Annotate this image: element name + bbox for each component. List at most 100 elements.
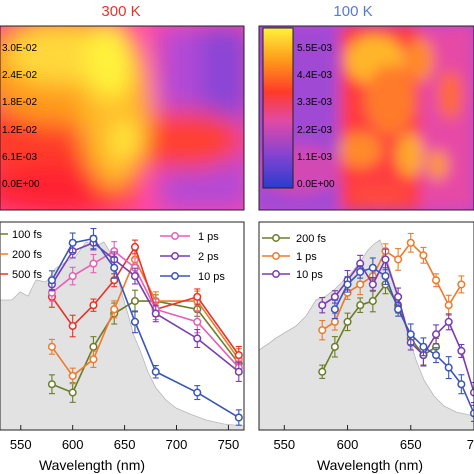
heatmap-100k: 5.5E-03 4.4E-03 3.3E-03 2.2E-03 1.1E-03 …: [259, 26, 474, 210]
data-point: [193, 334, 202, 343]
legend-100k: 200 fs 1 ps 10 ps: [262, 226, 326, 282]
x-tick-label: 700: [166, 437, 188, 452]
legend-label: 10 ps: [198, 271, 225, 283]
data-point: [318, 367, 327, 376]
legend-marker: [272, 234, 280, 242]
legend-label: 2 ps: [198, 251, 219, 263]
data-point: [444, 363, 453, 372]
legend-marker: [272, 252, 280, 260]
x-tick-label: 70: [467, 437, 474, 452]
legend-marker: [171, 232, 179, 240]
legend-label: 10 ps: [296, 269, 323, 281]
data-point: [381, 272, 390, 281]
colorbar-100k-tick: 1.1E-03: [297, 152, 332, 163]
data-point: [68, 238, 77, 247]
legend-marker: [171, 252, 179, 260]
data-point: [89, 301, 98, 310]
data-point: [330, 292, 339, 301]
data-point: [234, 351, 243, 360]
data-point: [68, 321, 77, 331]
heatmap-300k: 3.0E-02 2.4E-02 1.8E-02 1.2E-02 6.1E-03 …: [0, 26, 244, 210]
spectra-100k: [259, 232, 474, 430]
data-point: [318, 326, 327, 335]
data-point: [419, 342, 428, 351]
colorbar-100k-gradient: [262, 27, 294, 189]
data-point: [151, 309, 160, 318]
absorption-shade-100k: [259, 239, 474, 430]
series-line: [51, 257, 240, 378]
data-point: [110, 263, 119, 272]
data-point: [89, 342, 98, 351]
data-point: [193, 292, 202, 301]
legend-300k: 100 fs 200 fs 500 fs 1 ps 2 ps 10 ps: [0, 229, 225, 283]
colorbar-300k: 3.0E-02 2.4E-02 1.8E-02 1.2E-02 6.1E-03 …: [2, 43, 40, 190]
data-point: [394, 305, 403, 314]
data-point: [47, 276, 56, 285]
series-line: [51, 245, 240, 356]
x-tick-label: 650: [114, 437, 136, 452]
data-point: [444, 301, 453, 310]
x-axis-100k: 550 600 650 70: [273, 425, 474, 452]
data-point: [330, 342, 339, 351]
data-point: [406, 238, 415, 247]
data-point: [457, 346, 466, 356]
data-point: [89, 234, 98, 243]
colorbar-100k-tick: 0.0E+00: [297, 179, 335, 190]
data-point: [356, 301, 365, 310]
data-point: [343, 317, 352, 326]
data-point: [406, 330, 415, 339]
colorbar-300k-tick: 1.8E-02: [2, 97, 37, 108]
data-point: [89, 355, 98, 364]
spectra-300k: [0, 227, 244, 430]
data-point: [193, 317, 202, 326]
data-point: [130, 317, 140, 326]
x-axis-label-100k: Wavelength (nm): [317, 457, 423, 473]
x-tick-label: 600: [62, 437, 84, 452]
data-point: [330, 305, 339, 314]
data-point: [432, 276, 441, 285]
panel-title-300k: 300 K: [101, 3, 140, 20]
series-line: [321, 282, 437, 373]
colorbar-300k-tick: 3.0E-02: [2, 43, 37, 54]
data-point: [394, 292, 403, 301]
legend-marker: [171, 272, 179, 280]
data-point: [368, 296, 377, 306]
colorbar-100k-tick: 5.5E-03: [297, 43, 332, 54]
data-point: [457, 280, 466, 289]
legend-label: 200 fs: [296, 233, 326, 245]
data-point: [419, 251, 428, 260]
data-point: [234, 413, 243, 422]
data-point: [330, 317, 339, 326]
series-line: [51, 300, 240, 394]
heatmap-100k-frame: [258, 25, 474, 211]
colorbar-300k-tick: 6.1E-03: [2, 152, 37, 163]
data-point: [356, 267, 365, 276]
legend-label: 500 fs: [12, 269, 42, 281]
data-point: [356, 280, 365, 289]
data-point: [469, 388, 474, 397]
colorbar-100k-tick: 3.3E-03: [297, 97, 332, 108]
series-group-100k: [318, 232, 474, 422]
legend-label: 1 ps: [198, 231, 219, 243]
data-point: [110, 305, 119, 314]
data-point: [457, 380, 466, 389]
data-point: [318, 301, 327, 310]
data-point: [47, 380, 56, 389]
data-point: [381, 255, 390, 264]
data-point: [444, 317, 453, 326]
x-tick-label: 550: [10, 437, 32, 452]
x-tick-label: 650: [400, 437, 422, 452]
colorbar-100k-tick: 4.4E-03: [297, 70, 332, 81]
legend-100k-bg: [262, 226, 320, 282]
x-axis-300k: 550 600 650 700 750: [10, 425, 239, 452]
data-point: [193, 388, 202, 397]
colorbar-300k-tick: 2.4E-02: [2, 70, 37, 81]
data-point: [394, 255, 403, 264]
x-tick-label: 550: [273, 437, 295, 452]
data-point: [151, 367, 160, 376]
legend-marker: [272, 270, 280, 278]
data-point: [368, 280, 377, 289]
x-tick-label: 750: [218, 437, 240, 452]
panel-title-100k: 100 K: [333, 3, 372, 20]
